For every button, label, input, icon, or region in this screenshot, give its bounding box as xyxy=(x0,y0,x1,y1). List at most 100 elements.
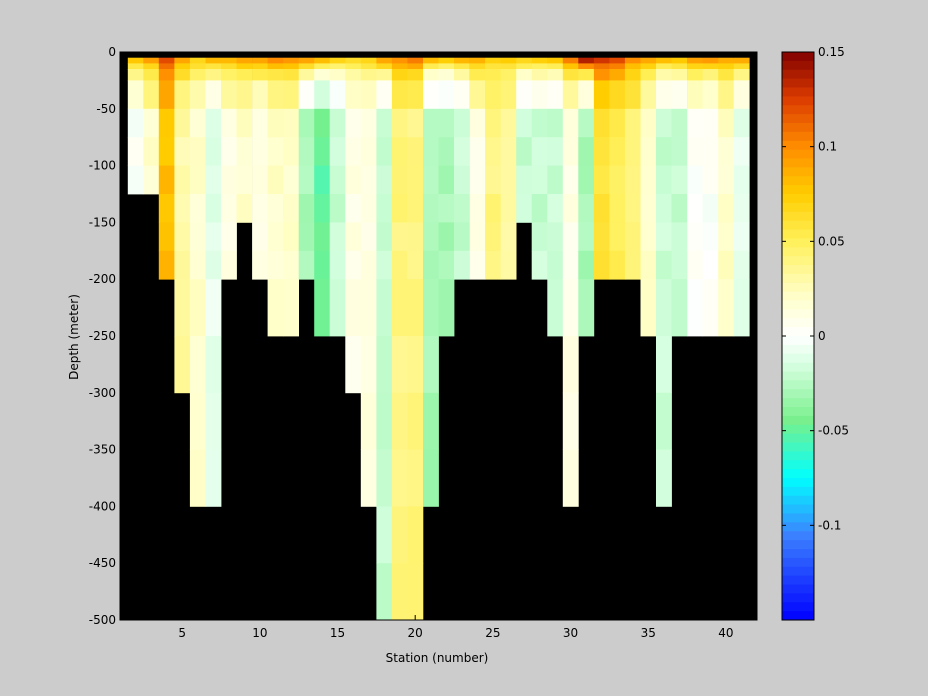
heatmap-cell xyxy=(671,165,688,195)
heatmap-cell xyxy=(640,57,657,64)
heatmap-cell xyxy=(360,57,377,64)
x-tick-label: 5 xyxy=(178,626,186,640)
colorbar-tick-label: 0.15 xyxy=(818,45,845,59)
heatmap-cell xyxy=(469,222,486,252)
heatmap-cell xyxy=(174,279,191,337)
heatmap-cell xyxy=(593,63,610,70)
heatmap-cell xyxy=(407,563,424,621)
heatmap-cell xyxy=(345,52,362,59)
heatmap-cell xyxy=(314,108,331,138)
heatmap-cell xyxy=(298,52,315,59)
heatmap-cell xyxy=(438,250,455,280)
heatmap-cell xyxy=(345,80,362,110)
heatmap-cell xyxy=(640,137,657,166)
heatmap-cell xyxy=(360,108,377,138)
heatmap-cell xyxy=(221,57,237,64)
heatmap-cell xyxy=(127,63,144,70)
y-tick-label: -100 xyxy=(89,159,116,173)
colorbar-step xyxy=(782,442,814,452)
heatmap-cell xyxy=(189,63,206,70)
heatmap-cell xyxy=(578,250,595,280)
heatmap-cell xyxy=(469,69,486,81)
heatmap-cell xyxy=(205,137,222,166)
colorbar-step xyxy=(782,220,814,231)
heatmap-cell xyxy=(252,63,268,70)
heatmap-cell xyxy=(454,57,470,64)
heatmap-cell xyxy=(267,57,284,64)
heatmap-cell xyxy=(314,80,331,110)
heatmap-cell xyxy=(531,137,548,166)
heatmap-cell xyxy=(267,108,284,138)
heatmap-cell xyxy=(485,250,501,280)
heatmap-cell xyxy=(702,194,719,223)
heatmap-cell xyxy=(407,63,424,70)
heatmap-cell xyxy=(562,279,579,337)
heatmap-cell xyxy=(438,194,455,223)
colorbar-step xyxy=(782,522,814,532)
colorbar-step xyxy=(782,389,814,399)
heatmap-cell xyxy=(376,137,393,166)
heatmap-cell xyxy=(205,279,222,337)
heatmap-cell xyxy=(454,194,470,223)
colorbar-step xyxy=(782,114,814,124)
heatmap-cell xyxy=(205,336,222,394)
heatmap-cell xyxy=(407,279,424,337)
heatmap-cell xyxy=(531,250,548,280)
heatmap-cell xyxy=(687,108,703,138)
heatmap-cell xyxy=(578,69,595,81)
heatmap-cell xyxy=(547,194,564,223)
heatmap-cell xyxy=(205,165,222,195)
heatmap-cell xyxy=(438,222,455,252)
colorbar-step xyxy=(782,407,814,417)
heatmap-cell xyxy=(391,222,408,252)
heatmap-cell xyxy=(578,108,595,138)
heatmap-cell xyxy=(469,194,486,223)
heatmap-cell xyxy=(283,52,299,59)
colorbar-step xyxy=(782,549,814,559)
heatmap-cell xyxy=(345,194,362,223)
heatmap-cell xyxy=(283,80,299,110)
heatmap-cell xyxy=(733,279,750,337)
heatmap-cell xyxy=(593,69,610,81)
colorbar-step xyxy=(782,593,814,603)
heatmap-cell xyxy=(143,69,160,81)
heatmap-cell xyxy=(485,57,501,64)
heatmap-cell xyxy=(314,137,331,166)
heatmap-cell xyxy=(189,52,206,59)
colorbar-step xyxy=(782,327,814,337)
heatmap-cell xyxy=(158,137,175,166)
heatmap-cell xyxy=(360,250,377,280)
y-tick-label: -150 xyxy=(89,215,116,229)
heatmap-cell xyxy=(547,80,564,110)
colorbar-tick-label: 0 xyxy=(818,329,826,343)
x-tick-label: 20 xyxy=(408,626,423,640)
colorbar-tick-label: -0.05 xyxy=(818,424,849,438)
heatmap-cell xyxy=(593,165,610,195)
colorbar-step xyxy=(782,495,814,506)
heatmap-cell xyxy=(189,250,206,280)
heatmap-cell xyxy=(252,108,268,138)
heatmap-cell xyxy=(500,250,517,280)
heatmap-cell xyxy=(500,194,517,223)
colorbar-step xyxy=(782,300,814,310)
heatmap-cell xyxy=(500,57,517,64)
heatmap-cell xyxy=(609,165,626,195)
heatmap-cell xyxy=(593,194,610,223)
heatmap-cell xyxy=(578,57,595,64)
heatmap-cell xyxy=(345,137,362,166)
heatmap-cell xyxy=(469,137,486,166)
colorbar-step xyxy=(782,309,814,319)
colorbar-step xyxy=(782,149,814,160)
heatmap-cell xyxy=(221,63,237,70)
heatmap-cell xyxy=(329,108,346,138)
heatmap-cell xyxy=(438,137,455,166)
heatmap-cell xyxy=(345,63,362,70)
colorbar-tick-label: 0.1 xyxy=(818,140,837,154)
heatmap-cell xyxy=(127,108,144,138)
colorbar-step xyxy=(782,460,814,470)
heatmap-cell xyxy=(671,194,688,223)
heatmap-cell xyxy=(485,108,501,138)
heatmap-cell xyxy=(174,57,191,64)
heatmap-cell xyxy=(423,69,439,81)
